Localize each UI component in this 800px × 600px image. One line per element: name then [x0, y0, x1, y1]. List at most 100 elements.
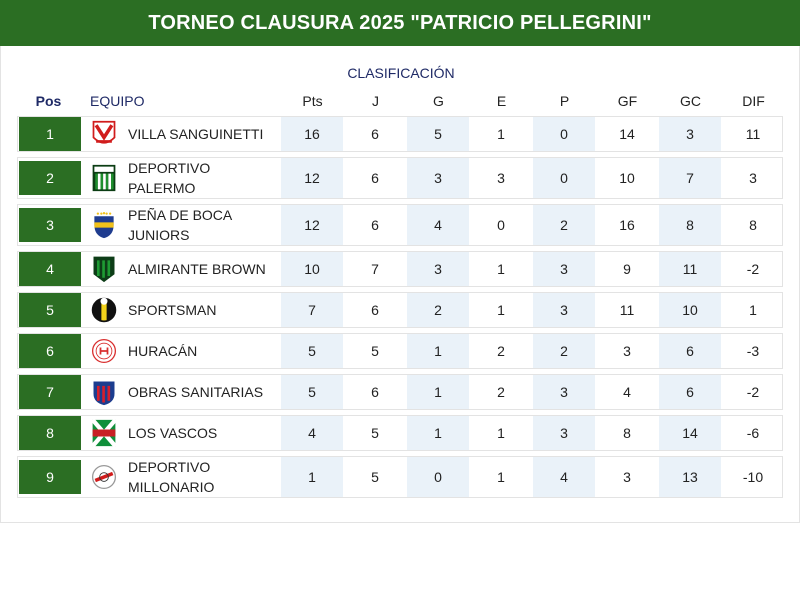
stat-e: 1 [497, 469, 505, 485]
stat-dif: -2 [746, 261, 760, 277]
stat-e: 1 [497, 302, 505, 318]
stat-g: 0 [407, 457, 469, 497]
table-row: 6 HURACÁN 5 5 1 2 2 3 6 -3 [17, 333, 783, 369]
stat-gc: 13 [659, 457, 721, 497]
table-row: 2 DEPORTIVO PALERMO 12 6 3 3 0 10 7 3 [17, 157, 783, 199]
stat-j: 6 [371, 384, 379, 400]
stat-gc: 6 [659, 375, 721, 409]
column-header-pos: Pos [35, 93, 62, 109]
stat-g: 3 [407, 158, 469, 198]
stat-pts: 12 [281, 205, 343, 245]
stat-j: 6 [371, 217, 379, 233]
stat-dif: -6 [746, 425, 760, 441]
stat-g: 4 [407, 205, 469, 245]
stat-gf: 4 [623, 384, 631, 400]
stat-p: 3 [533, 416, 595, 450]
column-header-e: E [496, 93, 507, 109]
stat-g: 5 [407, 117, 469, 151]
position-cell: 4 [19, 252, 81, 286]
column-header-gf: GF [617, 93, 638, 109]
stat-e: 3 [497, 170, 505, 186]
stat-g: 2 [407, 293, 469, 327]
stat-p: 0 [533, 117, 595, 151]
stat-gf: 8 [623, 425, 631, 441]
stat-gf: 11 [619, 302, 635, 318]
almirante-brown-crest-icon [90, 255, 118, 283]
stat-p: 3 [533, 252, 595, 286]
stat-gc: 11 [659, 252, 721, 286]
team-name: PEÑA DE BOCA JUNIORS [128, 207, 232, 243]
position-cell: 5 [19, 293, 81, 327]
position-cell: 2 [19, 161, 81, 195]
stat-dif: -10 [742, 469, 764, 485]
stat-p: 2 [533, 334, 595, 368]
table-row: 1 VILLA SANGUINETTI 16 6 5 1 0 14 3 11 [17, 116, 783, 152]
column-header-gc: GC [680, 93, 701, 109]
stat-gf: 9 [623, 261, 631, 277]
stat-pts: 4 [281, 416, 343, 450]
position-cell: 6 [19, 334, 81, 368]
deportivo-palermo-crest-icon [90, 164, 118, 192]
stat-gc: 8 [659, 205, 721, 245]
stat-j: 6 [371, 170, 379, 186]
team-name: OBRAS SANITARIAS [128, 384, 264, 400]
stat-gf: 10 [619, 170, 635, 186]
team-name: DEPORTIVO PALERMO [128, 160, 211, 196]
position-cell: 8 [19, 416, 81, 450]
stat-p: 0 [533, 158, 595, 198]
standings-panel: CLASIFICACIÓN Pos EQUIPO Pts J G E P GF … [0, 46, 800, 523]
obras-sanitarias-crest-icon [90, 378, 118, 406]
sportsman-crest-icon [90, 296, 118, 324]
stat-gc: 7 [659, 158, 721, 198]
stat-dif: 1 [749, 302, 757, 318]
position-cell: 9 [19, 460, 81, 494]
team-name: DEPORTIVO MILLONARIO [128, 459, 215, 495]
column-header-p: P [559, 93, 570, 109]
team-name: HURACÁN [128, 343, 198, 359]
column-header-g: G [433, 93, 444, 109]
stat-e: 1 [497, 261, 505, 277]
stat-pts: 10 [281, 252, 343, 286]
column-header-dif: DIF [742, 93, 765, 109]
stat-gf: 3 [623, 343, 631, 359]
stat-gf: 14 [619, 126, 635, 142]
stat-g: 1 [407, 416, 469, 450]
stat-g: 1 [407, 334, 469, 368]
stat-pts: 1 [281, 457, 343, 497]
stat-dif: 8 [749, 217, 757, 233]
stat-gf: 16 [619, 217, 635, 233]
stat-pts: 5 [281, 334, 343, 368]
stat-gc: 3 [659, 117, 721, 151]
team-name: VILLA SANGUINETTI [128, 126, 264, 142]
stat-p: 3 [533, 293, 595, 327]
stat-j: 7 [371, 261, 379, 277]
position-cell: 1 [19, 117, 81, 151]
stat-j: 6 [371, 126, 379, 142]
stat-g: 1 [407, 375, 469, 409]
stat-j: 5 [371, 425, 379, 441]
column-header-team: EQUIPO [90, 93, 145, 109]
stat-pts: 16 [281, 117, 343, 151]
stat-e: 1 [497, 126, 505, 142]
stat-dif: -3 [746, 343, 760, 359]
stat-p: 2 [533, 205, 595, 245]
table-row: 4 ALMIRANTE BROWN 10 7 3 1 3 9 11 -2 [17, 251, 783, 287]
team-name: ALMIRANTE BROWN [128, 261, 266, 277]
stat-p: 4 [533, 457, 595, 497]
stat-e: 2 [497, 384, 505, 400]
stat-j: 6 [371, 302, 379, 318]
stat-pts: 7 [281, 293, 343, 327]
stat-j: 5 [371, 469, 379, 485]
table-row: 7 OBRAS SANITARIAS 5 6 1 2 3 4 6 -2 [17, 374, 783, 410]
page-title: TORNEO CLAUSURA 2025 "PATRICIO PELLEGRIN… [148, 11, 652, 34]
stat-g: 3 [407, 252, 469, 286]
stat-pts: 12 [281, 158, 343, 198]
position-cell: 3 [19, 208, 81, 242]
column-header-pts: Pts [302, 93, 323, 109]
table-row: 8 LOS VASCOS 4 5 1 1 3 8 14 -6 [17, 415, 783, 451]
stat-gf: 3 [623, 469, 631, 485]
stat-e: 0 [497, 217, 505, 233]
position-cell: 7 [19, 375, 81, 409]
villa-sanguinetti-crest-icon [90, 120, 118, 148]
deportivo-millonario-crest-icon [90, 463, 118, 491]
